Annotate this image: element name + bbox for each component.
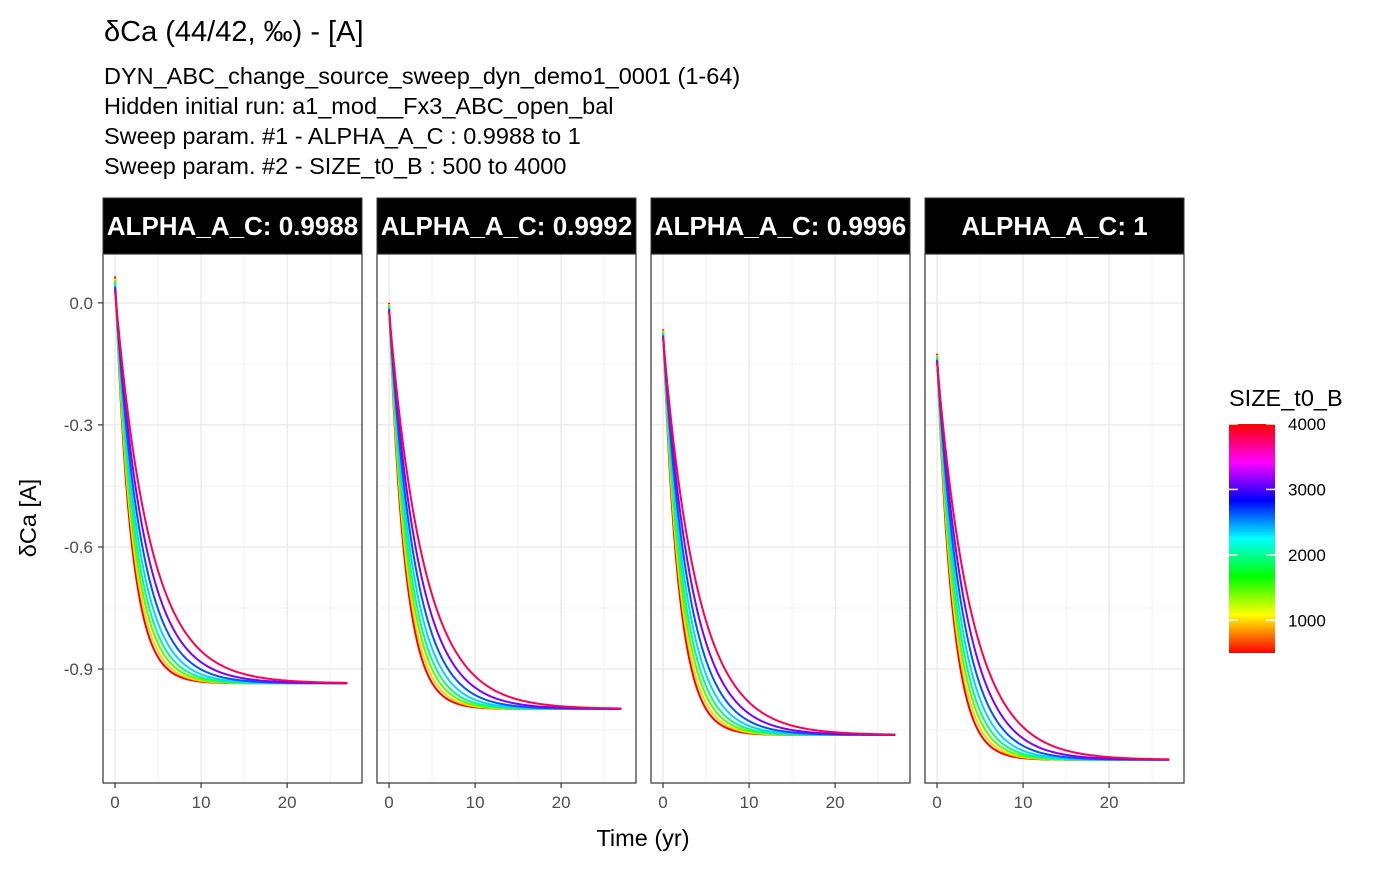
subtitle-line-3: Sweep param. #1 - ALPHA_A_C : 0.9988 to … [104, 123, 581, 149]
y-axis-title: δCa [A] [15, 479, 41, 557]
x-tick-label: 20 [552, 793, 571, 812]
y-tick-label: 0.0 [69, 294, 93, 313]
panel-background [103, 254, 362, 783]
legend-colorbar [1229, 424, 1275, 653]
legend-title: SIZE_t0_B [1229, 385, 1343, 411]
subtitle-line-2: Hidden initial run: a1_mod__Fx3_ABC_open… [104, 93, 614, 119]
series-line-size-4000 [388, 310, 622, 710]
x-tick-label: 0 [110, 793, 119, 812]
facet-strip-label: ALPHA_A_C: 0.9992 [381, 211, 632, 241]
x-tick-label: 0 [658, 793, 667, 812]
panel-background [377, 254, 636, 783]
facet-strip [650, 197, 911, 255]
legend-label: 2000 [1288, 546, 1326, 565]
y-tick-label: -0.3 [64, 416, 93, 435]
x-tick-label: 0 [932, 793, 941, 812]
legend-label: 1000 [1288, 611, 1326, 630]
series-line-size-4000 [936, 361, 1170, 761]
facet-panel-4: ALPHA_A_C: 1 0 10 20 [924, 197, 1185, 812]
facet-panel-1: ALPHA_A_C: 0.9988 0 10 20 [102, 197, 363, 812]
facet-panels: ALPHA_A_C: 0.9988 0 10 20 ALPHA_A_C: 0.9992 0… [102, 197, 1185, 812]
y-tick-label: -0.6 [64, 538, 93, 557]
x-tick-label: 20 [826, 793, 845, 812]
facet-panel-3: ALPHA_A_C: 0.9996 0 10 20 [650, 197, 911, 812]
x-tick-label: 20 [278, 793, 297, 812]
facet-strip-label: ALPHA_A_C: 0.9996 [655, 211, 906, 241]
facet-strip [102, 197, 363, 255]
chart-title: δCa (44/42, ‰) - [A] [104, 16, 364, 48]
x-tick-label: 10 [1014, 793, 1033, 812]
panel-background [925, 254, 1184, 783]
y-tick-label: -0.9 [64, 660, 93, 679]
facet-strip [376, 197, 637, 255]
y-axis: 0.0 -0.3 -0.6 -0.9 [64, 294, 103, 679]
legend-label: 3000 [1288, 480, 1326, 499]
x-tick-label: 20 [1100, 793, 1119, 812]
facet-strip-label: ALPHA_A_C: 0.9988 [107, 211, 358, 241]
facet-strip [924, 197, 1185, 255]
x-axis-title: Time (yr) [596, 825, 689, 851]
subtitle-line-1: DYN_ABC_change_source_sweep_dyn_demo1_00… [104, 63, 740, 89]
facet-strip-label: ALPHA_A_C: 1 [961, 211, 1147, 241]
series-line-size-4000 [662, 337, 896, 736]
x-tick-label: 10 [192, 793, 211, 812]
x-tick-label: 10 [740, 793, 759, 812]
x-tick-label: 0 [384, 793, 393, 812]
panel-background [651, 254, 910, 783]
legend-label: 4000 [1288, 415, 1326, 434]
series-line-size-4000 [114, 290, 348, 684]
legend: SIZE_t0_B 1000 2000 3000 4000 [1229, 385, 1343, 653]
x-tick-label: 10 [466, 793, 485, 812]
facet-panel-2: ALPHA_A_C: 0.9992 0 10 20 [376, 197, 637, 812]
subtitle-line-4: Sweep param. #2 - SIZE_t0_B : 500 to 400… [104, 153, 566, 179]
